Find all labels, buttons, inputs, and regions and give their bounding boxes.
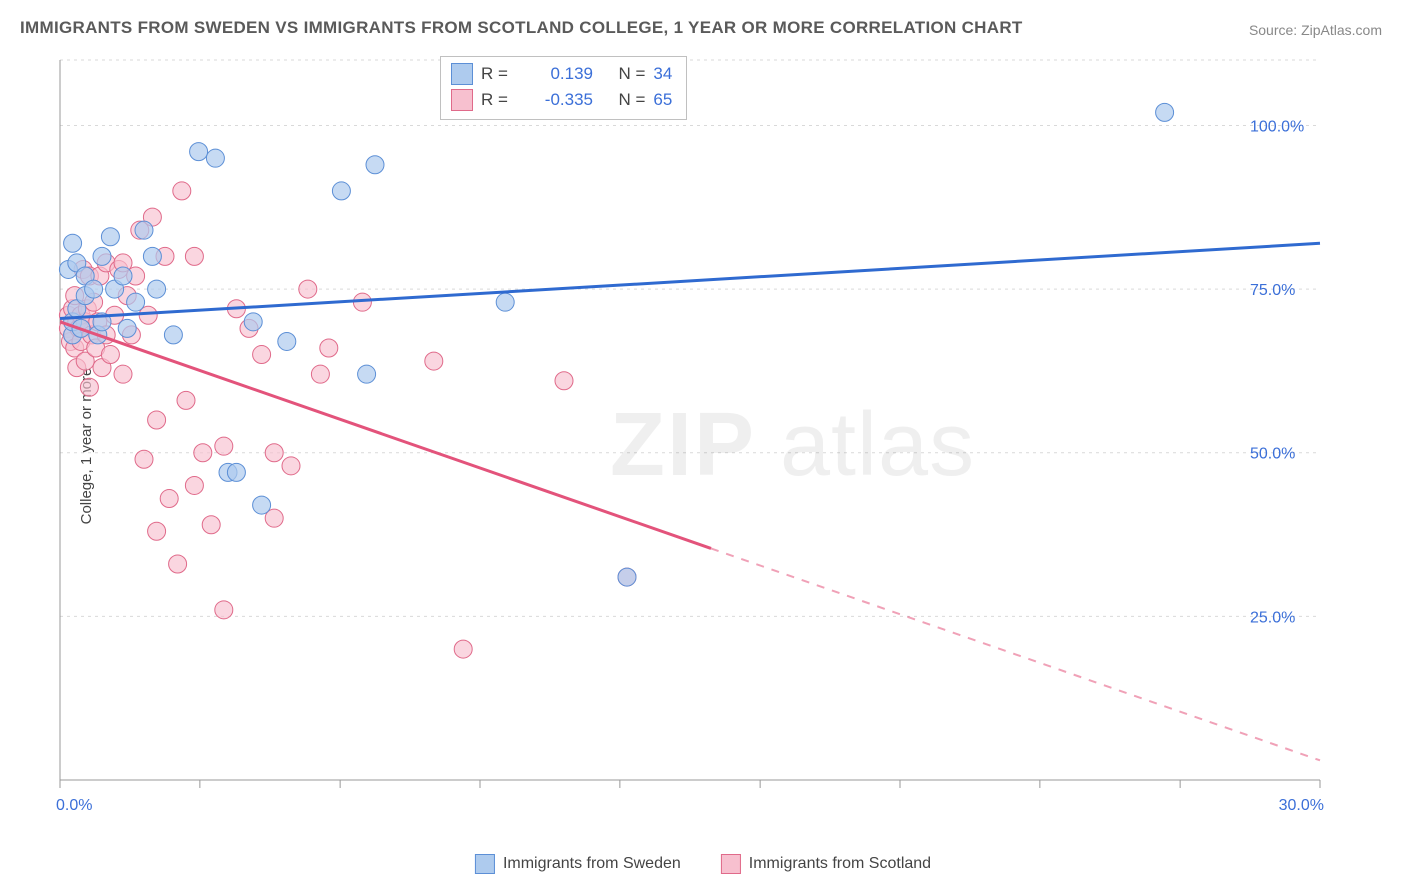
sweden-n-value: 34 bbox=[653, 61, 672, 87]
data-point bbox=[320, 339, 338, 357]
data-point bbox=[135, 450, 153, 468]
data-point bbox=[215, 601, 233, 619]
chart-title: IMMIGRANTS FROM SWEDEN VS IMMIGRANTS FRO… bbox=[20, 18, 1023, 38]
data-point bbox=[101, 346, 119, 364]
data-point bbox=[496, 293, 514, 311]
regression-line bbox=[60, 243, 1320, 318]
legend-item-scotland: Immigrants from Scotland bbox=[721, 854, 931, 874]
data-point bbox=[173, 182, 191, 200]
svg-text:30.0%: 30.0% bbox=[1279, 797, 1324, 814]
scotland-swatch-icon bbox=[721, 854, 741, 874]
data-point bbox=[555, 372, 573, 390]
source-prefix: Source: bbox=[1249, 22, 1301, 38]
n-label: N = bbox=[618, 61, 645, 87]
data-point bbox=[101, 228, 119, 246]
data-point bbox=[190, 143, 208, 161]
data-point bbox=[143, 247, 161, 265]
data-point bbox=[93, 247, 111, 265]
scotland-swatch bbox=[451, 89, 473, 111]
corr-legend-row-scotland: R = -0.335 N = 65 bbox=[451, 87, 672, 113]
correlation-legend: R = 0.139 N = 34 R = -0.335 N = 65 bbox=[440, 56, 687, 120]
corr-legend-row-sweden: R = 0.139 N = 34 bbox=[451, 61, 672, 87]
data-point bbox=[358, 365, 376, 383]
data-point bbox=[253, 346, 271, 364]
data-point bbox=[114, 365, 132, 383]
legend-item-sweden: Immigrants from Sweden bbox=[475, 854, 681, 874]
source-attribution: Source: ZipAtlas.com bbox=[1249, 22, 1382, 38]
r-label: R = bbox=[481, 87, 515, 113]
data-point bbox=[618, 568, 636, 586]
data-point bbox=[85, 280, 103, 298]
scatter-plot: ZIP atlas 25.0% 50.0% 75.0% 100.0% 0.0% 30.0… bbox=[50, 55, 1380, 825]
data-point bbox=[164, 326, 182, 344]
watermark-atlas: atlas bbox=[780, 395, 975, 495]
svg-text:25.0%: 25.0% bbox=[1250, 609, 1295, 626]
data-point bbox=[299, 280, 317, 298]
data-point bbox=[253, 496, 271, 514]
sweden-r-value: 0.139 bbox=[523, 61, 593, 87]
data-point bbox=[169, 555, 187, 573]
data-point bbox=[206, 149, 224, 167]
data-point bbox=[215, 437, 233, 455]
n-label: N = bbox=[618, 87, 645, 113]
data-point bbox=[311, 365, 329, 383]
data-point bbox=[194, 444, 212, 462]
data-point bbox=[148, 411, 166, 429]
data-point bbox=[185, 476, 203, 494]
r-label: R = bbox=[481, 61, 515, 87]
scotland-r-value: -0.335 bbox=[523, 87, 593, 113]
data-point bbox=[1156, 103, 1174, 121]
data-point bbox=[127, 293, 145, 311]
data-point bbox=[244, 313, 262, 331]
data-point bbox=[202, 516, 220, 534]
data-point bbox=[135, 221, 153, 239]
regression-extrapolation bbox=[711, 548, 1320, 760]
data-point bbox=[64, 234, 82, 252]
data-point bbox=[265, 444, 283, 462]
svg-text:50.0%: 50.0% bbox=[1250, 446, 1295, 463]
data-point bbox=[160, 490, 178, 508]
data-point bbox=[425, 352, 443, 370]
series-legend: Immigrants from Sweden Immigrants from S… bbox=[475, 854, 931, 874]
data-point bbox=[148, 280, 166, 298]
data-point bbox=[185, 247, 203, 265]
watermark-zip: ZIP bbox=[610, 395, 756, 495]
scotland-n-value: 65 bbox=[653, 87, 672, 113]
source-link[interactable]: ZipAtlas.com bbox=[1301, 22, 1382, 38]
sweden-swatch-icon bbox=[475, 854, 495, 874]
data-point bbox=[282, 457, 300, 475]
data-point bbox=[366, 156, 384, 174]
sweden-legend-label: Immigrants from Sweden bbox=[503, 855, 681, 873]
data-point bbox=[227, 463, 245, 481]
data-point bbox=[278, 332, 296, 350]
svg-text:0.0%: 0.0% bbox=[56, 797, 92, 814]
sweden-swatch bbox=[451, 63, 473, 85]
data-point bbox=[454, 640, 472, 658]
scotland-legend-label: Immigrants from Scotland bbox=[749, 855, 931, 873]
svg-text:100.0%: 100.0% bbox=[1250, 118, 1304, 135]
chart-container: IMMIGRANTS FROM SWEDEN VS IMMIGRANTS FRO… bbox=[0, 0, 1406, 892]
data-point bbox=[332, 182, 350, 200]
data-point bbox=[118, 319, 136, 337]
data-point bbox=[177, 391, 195, 409]
svg-text:75.0%: 75.0% bbox=[1250, 282, 1295, 299]
data-point bbox=[114, 267, 132, 285]
data-point bbox=[148, 522, 166, 540]
data-point bbox=[80, 378, 98, 396]
